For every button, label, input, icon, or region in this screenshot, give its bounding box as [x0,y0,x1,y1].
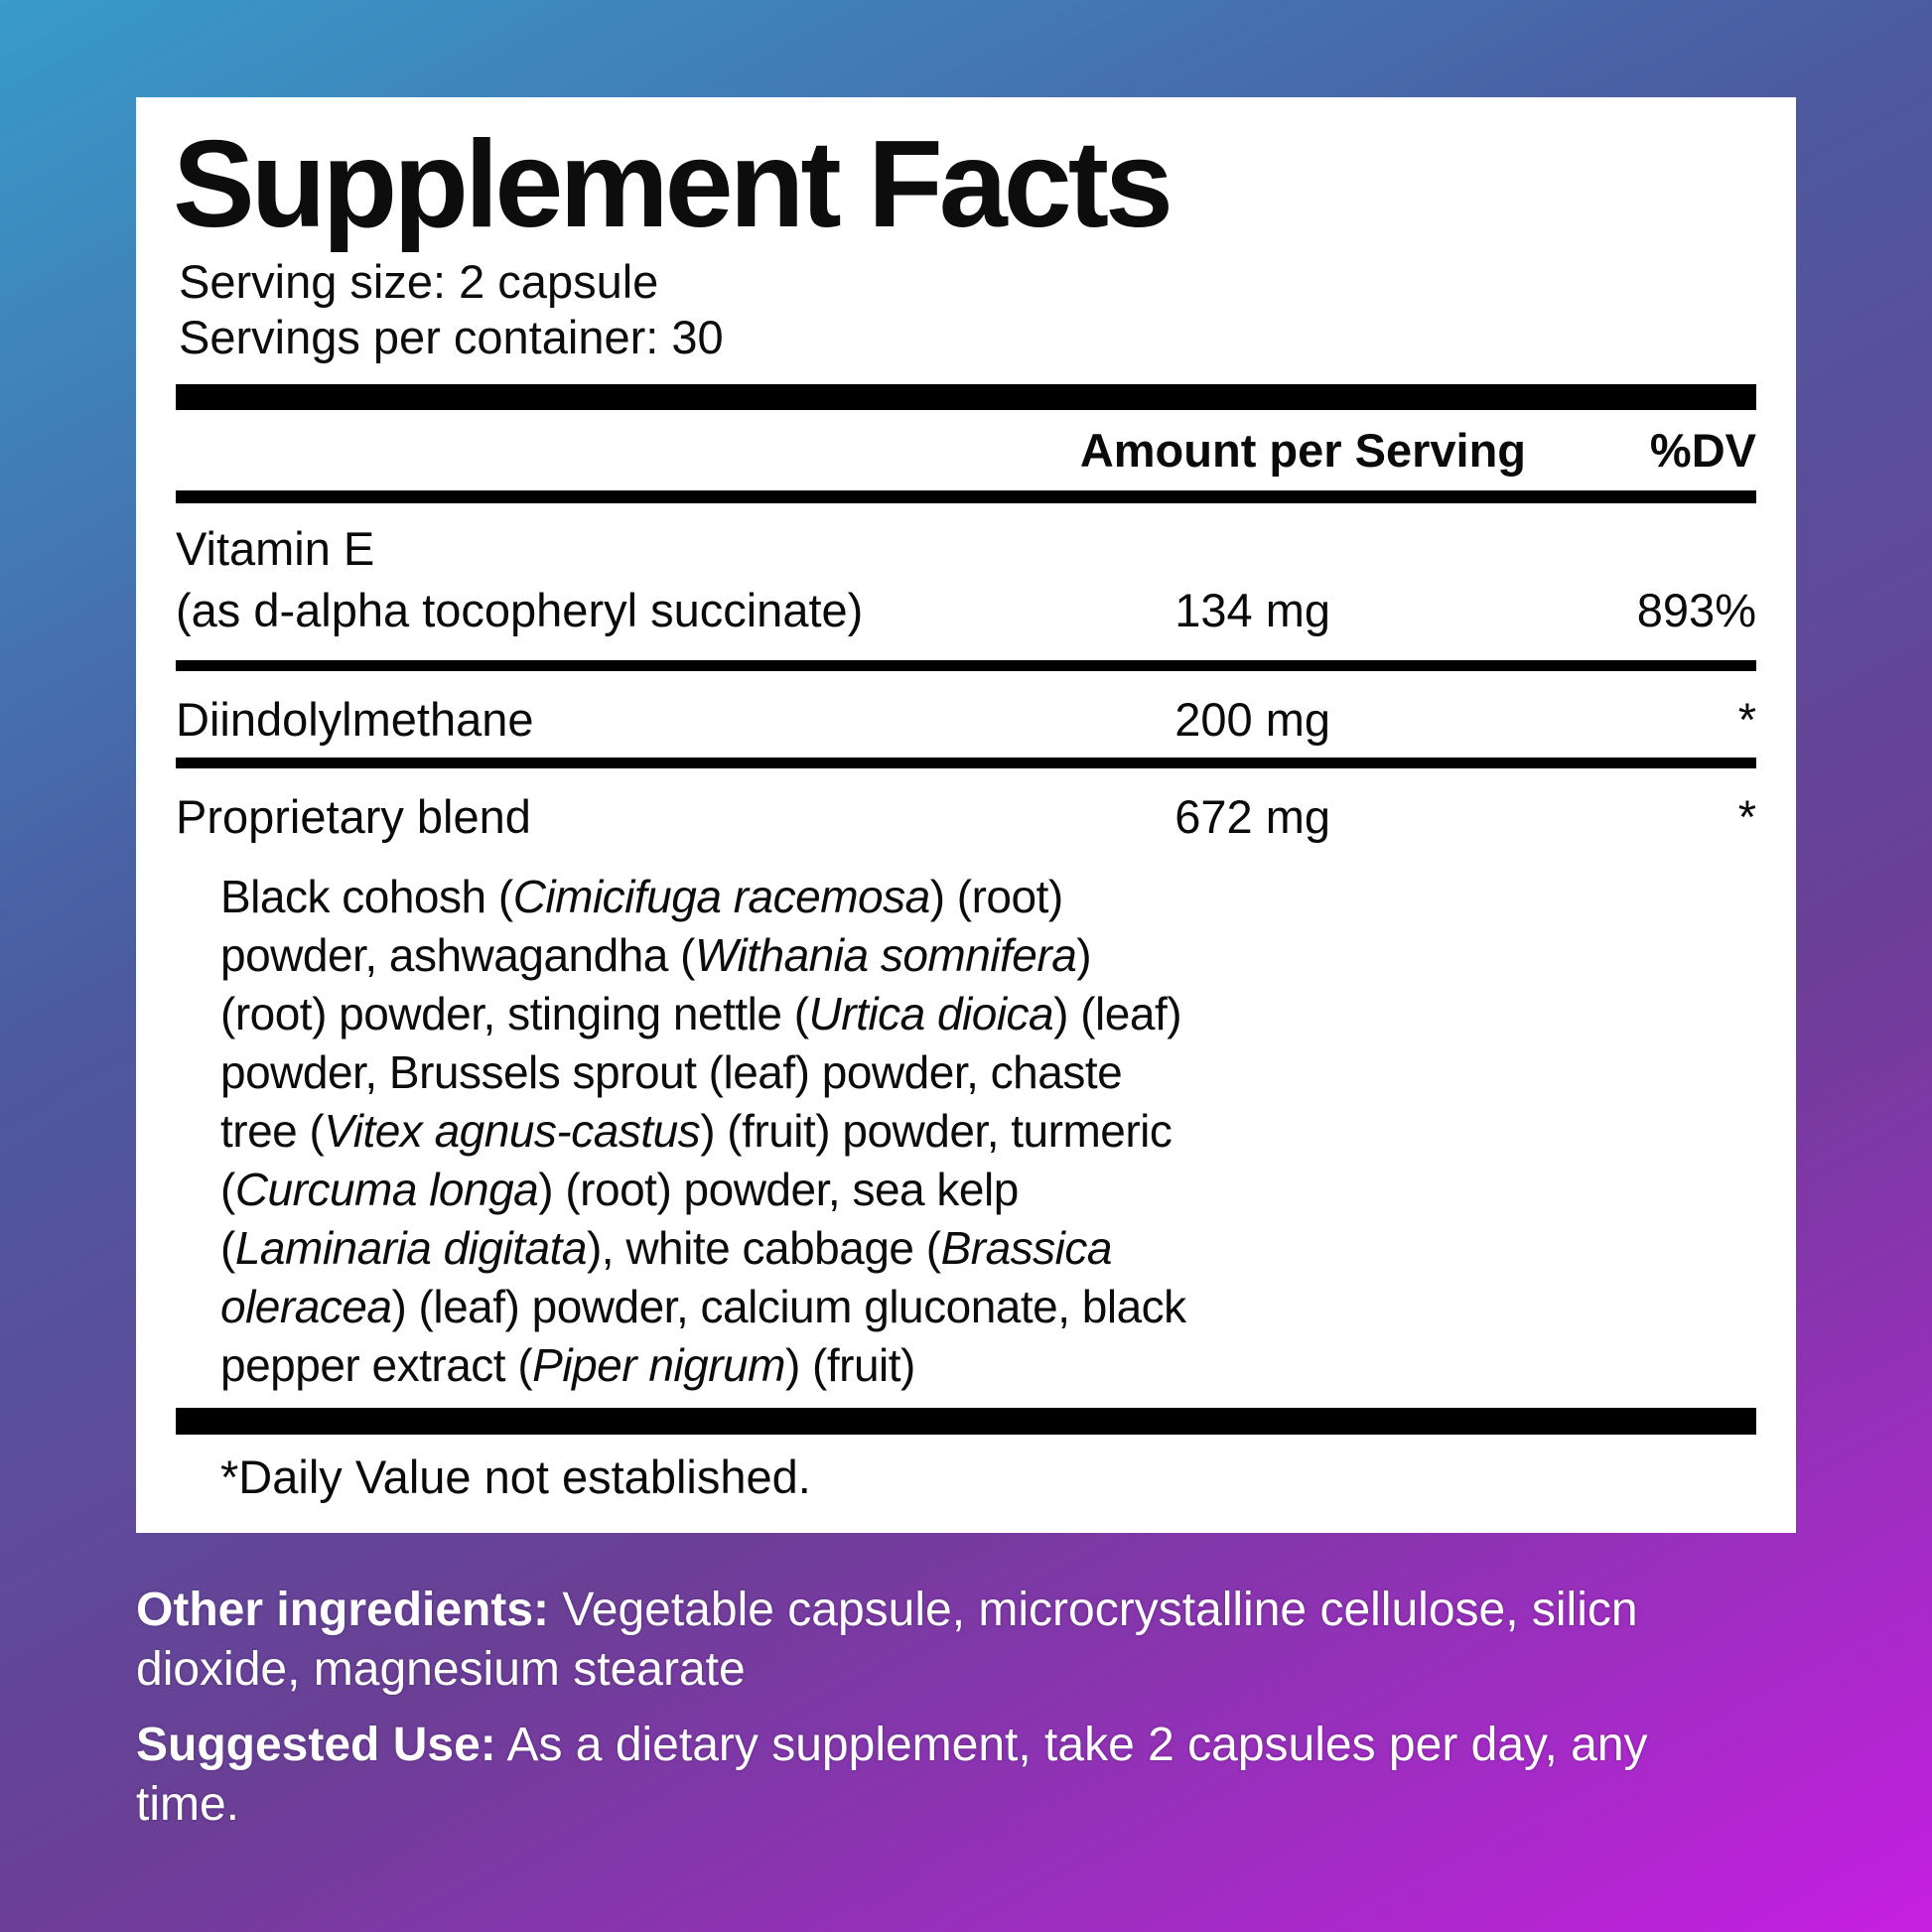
table-top-bar [176,384,1756,410]
other-ingredients-text: Vegetable capsule, microcrystalline cell… [136,1584,1638,1696]
suggested-use-paragraph: Suggested Use: As a dietary supplement, … [136,1716,1725,1835]
serving-size: Serving size: 2 capsule [179,255,659,308]
daily-value-footnote: *Daily Value not established. [220,1450,811,1503]
table-bottom-bar [176,1408,1756,1435]
nutrient-name: Vitamin E (as d-alpha tocopheryl succina… [176,518,863,641]
header-rule [176,490,1756,503]
other-ingredients-label: Other ingredients: [136,1584,550,1636]
supplement-facts-panel: Supplement Facts Serving size: 2 capsule… [136,97,1796,1533]
column-header-amount: Amount per Serving [1079,424,1526,477]
suggested-use-label: Suggested Use: [136,1719,496,1771]
suggested-use-text: As a dietary supplement, take 2 capsules… [136,1719,1648,1831]
nutrient-detail: (as d-alpha tocopheryl succinate) [176,584,864,636]
nutrient-dv: * [1737,693,1756,746]
nutrient-name: Proprietary blend [176,790,531,843]
other-ingredients-paragraph: Other ingredients: Vegetable capsule, mi… [136,1581,1744,1700]
proprietary-blend-description: Black cohosh (Cimicifuga racemosa) (root… [220,871,1186,1391]
row-divider [176,758,1756,768]
nutrient-dv: * [1737,790,1756,843]
supplement-facts-title: Supplement Facts [173,116,1173,253]
nutrient-name: Diindolylmethane [176,693,534,746]
nutrient-dv: 893% [1636,584,1756,636]
nutrient-amount: 200 mg [1174,693,1330,746]
nutrient-amount: 672 mg [1174,790,1330,843]
nutrient-amount: 134 mg [1174,584,1330,636]
row-divider [176,660,1756,671]
nutrient-name-line: Vitamin E [176,522,375,575]
servings-per-container: Servings per container: 30 [179,311,724,363]
column-header-dv: %DV [1649,424,1756,477]
